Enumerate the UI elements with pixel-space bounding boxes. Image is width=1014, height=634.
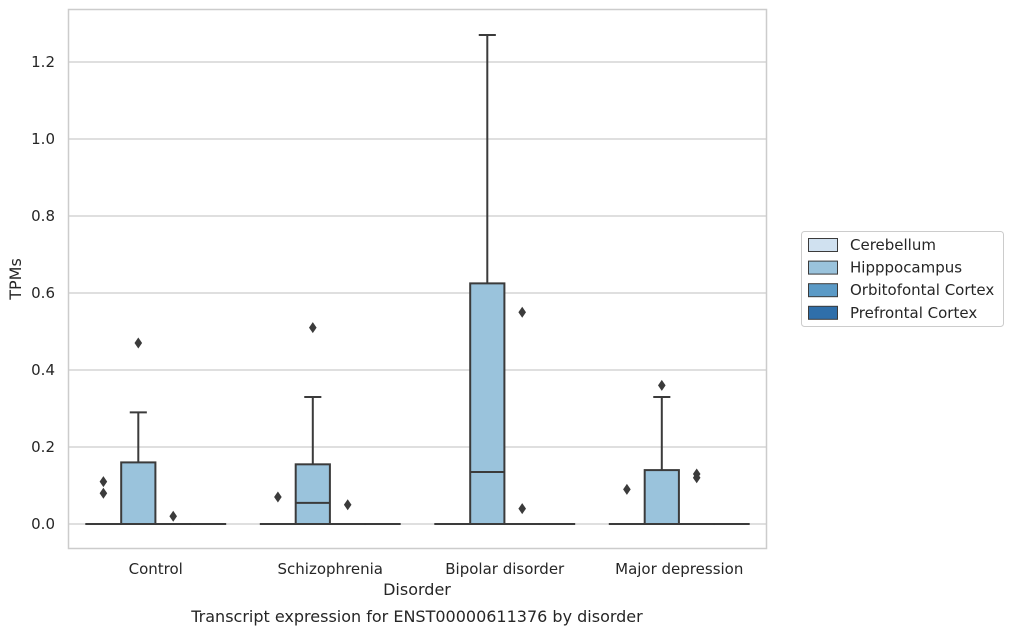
legend-frame: [801, 231, 1004, 327]
legend-label: Prefrontal Cortex: [850, 304, 977, 322]
outlier-point: [99, 487, 108, 499]
box-group: [120, 337, 157, 525]
legend: Cerebellum Hipppocampus Orbitofontal Corte…: [801, 231, 1004, 327]
outlier-point: [623, 483, 631, 495]
box-group: [504, 306, 541, 526]
boxes: [85, 34, 750, 526]
box-body: [120, 461, 157, 525]
outlier-point: [169, 510, 177, 522]
outlier-point: [658, 379, 666, 391]
box-group: [469, 34, 506, 525]
x-axis-title: Disorder: [383, 580, 451, 599]
plot-area-frame: [67, 8, 768, 550]
legend-swatch: [808, 305, 838, 320]
x-axis-ticks: Control Schizophrenia Bipolar disorder Majo…: [129, 560, 744, 578]
legend-label: Cerebellum: [850, 236, 936, 254]
box-group: [259, 491, 297, 526]
y-tick-label: 0.2: [31, 438, 55, 456]
x-tick-label: Control: [129, 560, 183, 578]
box-group: [678, 468, 715, 526]
outlier-point: [518, 306, 526, 318]
y-axis-ticks: 0.0 0.2 0.4 0.6 0.8 1.0 1.2: [31, 53, 55, 533]
legend-swatch: [808, 238, 838, 252]
box-body: [469, 282, 506, 525]
outlier-point: [343, 499, 352, 511]
chart-caption: Transcript expression for ENST0000061137…: [190, 607, 643, 626]
box-body: [643, 469, 680, 526]
legend-label: Orbitofontal Cortex: [850, 281, 994, 299]
x-tick-label: Major depression: [615, 560, 743, 578]
outlier-point: [274, 491, 282, 503]
grid-lines: [68, 61, 767, 525]
legend-swatch: [808, 283, 838, 298]
box-group: [294, 322, 331, 526]
legend-swatch: [808, 260, 838, 275]
y-tick-label: 0.8: [31, 207, 55, 225]
outlier-point: [309, 322, 317, 334]
box-group: [329, 499, 366, 526]
outlier-point: [518, 503, 526, 515]
y-tick-label: 1.0: [31, 130, 55, 148]
outlier-point: [134, 337, 143, 349]
y-axis-title: TPMs: [6, 258, 25, 301]
legend-label: Hipppocampus: [850, 259, 962, 277]
y-tick-label: 0.4: [31, 361, 55, 379]
x-tick-label: Schizophrenia: [278, 560, 383, 578]
y-tick-label: 0.6: [31, 284, 55, 302]
x-tick-label: Bipolar disorder: [445, 560, 565, 578]
box-group: [643, 379, 680, 526]
box-group: [85, 476, 122, 526]
outlier-point: [99, 476, 108, 488]
y-tick-label: 1.2: [31, 53, 55, 71]
box-group: [608, 483, 646, 526]
box-body: [294, 463, 331, 526]
box-group: [155, 510, 192, 526]
y-tick-label: 0.0: [31, 515, 55, 533]
outlier-point: [692, 472, 701, 484]
